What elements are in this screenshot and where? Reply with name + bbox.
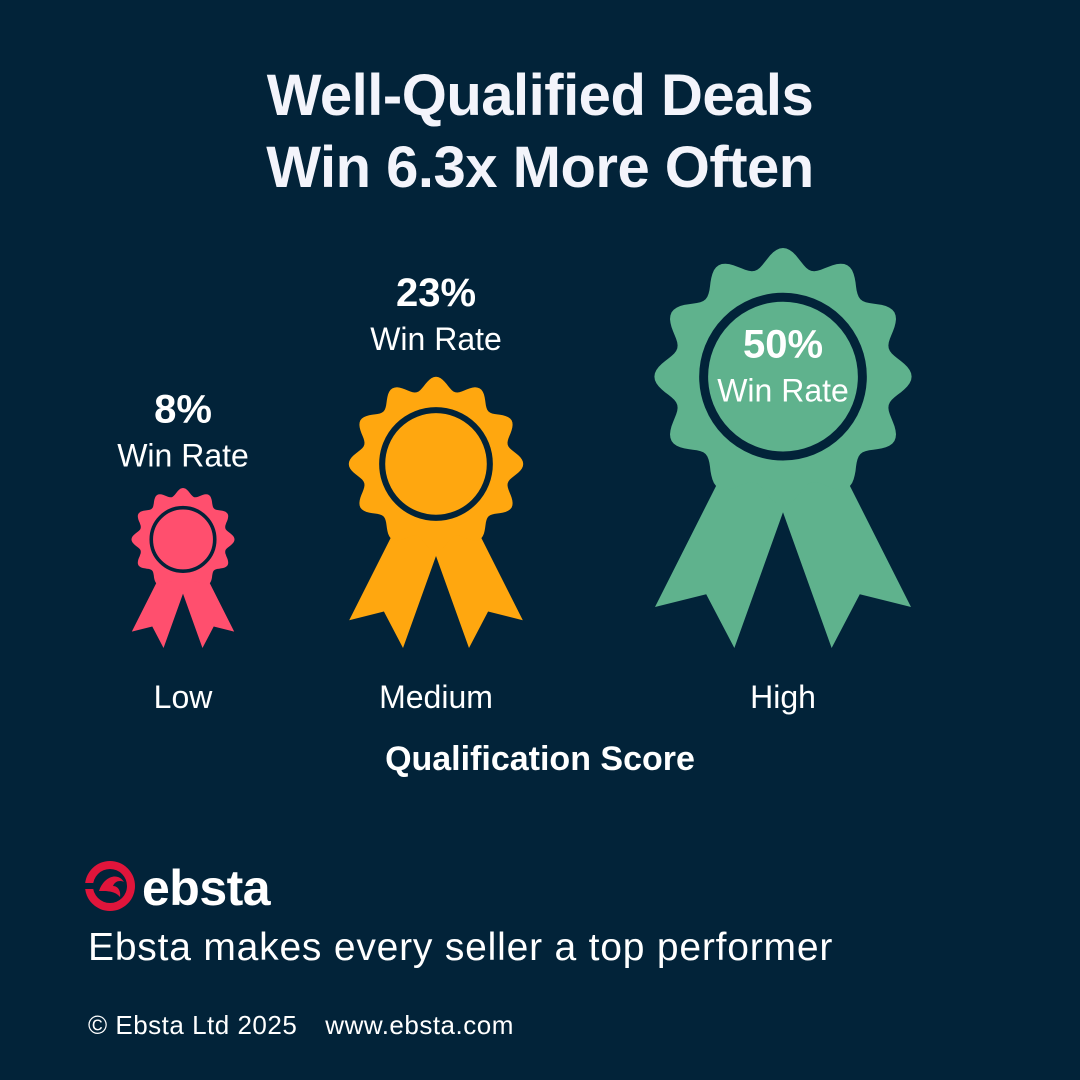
ribbon-right <box>431 520 523 648</box>
x-axis-label: Qualification Score <box>385 740 695 778</box>
brand-tagline: Ebsta makes every seller a top performer <box>88 926 834 969</box>
ribbon-left <box>131 572 186 648</box>
rosette-ring <box>149 505 217 573</box>
rosette-ring <box>379 407 493 521</box>
page-title: Well-Qualified Deals Win 6.3x More Often <box>0 60 1080 204</box>
title-line-1: Well-Qualified Deals <box>266 63 814 128</box>
rosette-low <box>131 488 235 648</box>
category-label: High <box>750 679 816 715</box>
value-sublabel: Win Rate <box>717 372 849 408</box>
rosette-ring <box>699 292 867 461</box>
rosette-high <box>654 248 912 648</box>
website-link[interactable]: www.ebsta.com <box>325 1010 514 1040</box>
ribbon-left <box>655 459 790 648</box>
rosette-badge <box>654 248 912 506</box>
copyright-text: © Ebsta Ltd 2025 <box>88 1010 298 1040</box>
ribbon-left <box>349 520 441 648</box>
brand-logo-text: ebsta <box>142 860 271 916</box>
rosette-badge <box>348 376 524 552</box>
category-label: Low <box>154 679 214 715</box>
rosette-medium <box>348 376 524 648</box>
value-sublabel: Win Rate <box>370 321 502 357</box>
ebsta-bird-logo-icon <box>85 861 135 911</box>
footer: © Ebsta Ltd 2025 www.ebsta.com <box>88 1008 514 1042</box>
rosette-badge <box>131 488 235 591</box>
value-label: 8% <box>154 388 212 432</box>
ribbon-right <box>776 459 911 648</box>
category-label: Medium <box>379 679 493 715</box>
value-label: 23% <box>396 271 476 315</box>
title-line-2: Win 6.3x More Often <box>266 135 814 200</box>
ribbon-right <box>180 572 235 648</box>
value-label: 50% <box>743 322 823 366</box>
value-sublabel: Win Rate <box>117 438 249 474</box>
